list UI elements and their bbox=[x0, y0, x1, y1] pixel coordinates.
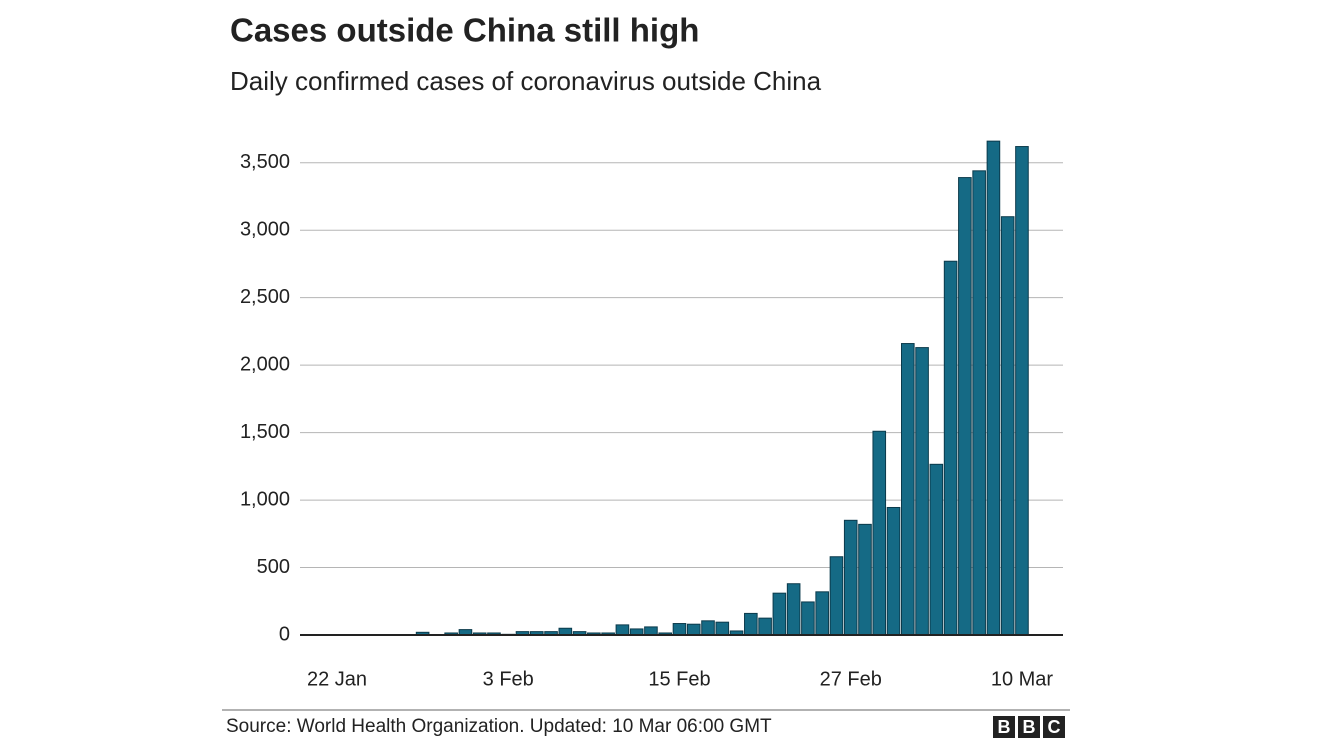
bar bbox=[815, 591, 829, 636]
logo-letter: C bbox=[1048, 717, 1061, 737]
bar bbox=[915, 347, 929, 636]
bar bbox=[886, 506, 901, 636]
bar bbox=[772, 592, 787, 636]
bar bbox=[858, 523, 872, 636]
bar bbox=[644, 626, 658, 636]
bar bbox=[1000, 216, 1015, 636]
x-tick-label: 15 Feb bbox=[648, 668, 710, 690]
bar bbox=[615, 624, 630, 636]
bar bbox=[986, 140, 1001, 636]
bar bbox=[786, 583, 801, 636]
y-tick-label: 2,500 bbox=[240, 286, 290, 308]
y-tick-label: 3,500 bbox=[240, 151, 290, 173]
bar bbox=[686, 623, 701, 636]
chart-title: Cases outside China still high bbox=[230, 12, 699, 49]
bar bbox=[715, 621, 730, 636]
bar bbox=[901, 343, 915, 636]
y-tick-label: 1,500 bbox=[240, 421, 290, 443]
x-tick-label: 3 Feb bbox=[483, 668, 534, 690]
y-tick-label: 0 bbox=[279, 623, 290, 645]
bar bbox=[929, 463, 944, 636]
bar bbox=[672, 623, 687, 636]
bar bbox=[829, 556, 844, 636]
bar bbox=[744, 612, 758, 636]
bar bbox=[701, 620, 715, 636]
bar bbox=[972, 170, 986, 636]
x-tick-label: 22 Jan bbox=[307, 668, 367, 690]
logo-box bbox=[993, 716, 1015, 738]
logo: B B C bbox=[993, 716, 1065, 738]
y-tick-label: 2,000 bbox=[240, 353, 290, 375]
bar bbox=[872, 430, 887, 636]
bar bbox=[843, 519, 858, 636]
bar bbox=[558, 627, 573, 636]
bar bbox=[943, 260, 958, 636]
logo-box bbox=[1018, 716, 1040, 738]
y-tick-label: 3,000 bbox=[240, 218, 290, 240]
bar bbox=[1015, 146, 1029, 636]
chart-subtitle: Daily confirmed cases of coronavirus out… bbox=[230, 66, 822, 96]
y-tick-label: 500 bbox=[257, 556, 290, 578]
logo-box bbox=[1043, 716, 1065, 738]
y-tick-label: 1,000 bbox=[240, 488, 290, 510]
source: Source: World Health Organization. Updat… bbox=[226, 716, 772, 737]
bar bbox=[758, 617, 772, 636]
logo-letter: B bbox=[998, 717, 1011, 737]
x-tick-label: 10 Mar bbox=[991, 668, 1054, 690]
x-tick-label: 27 Feb bbox=[820, 668, 882, 690]
bar bbox=[958, 177, 972, 636]
logo-letter: B bbox=[1023, 717, 1036, 737]
bar bbox=[801, 601, 815, 636]
